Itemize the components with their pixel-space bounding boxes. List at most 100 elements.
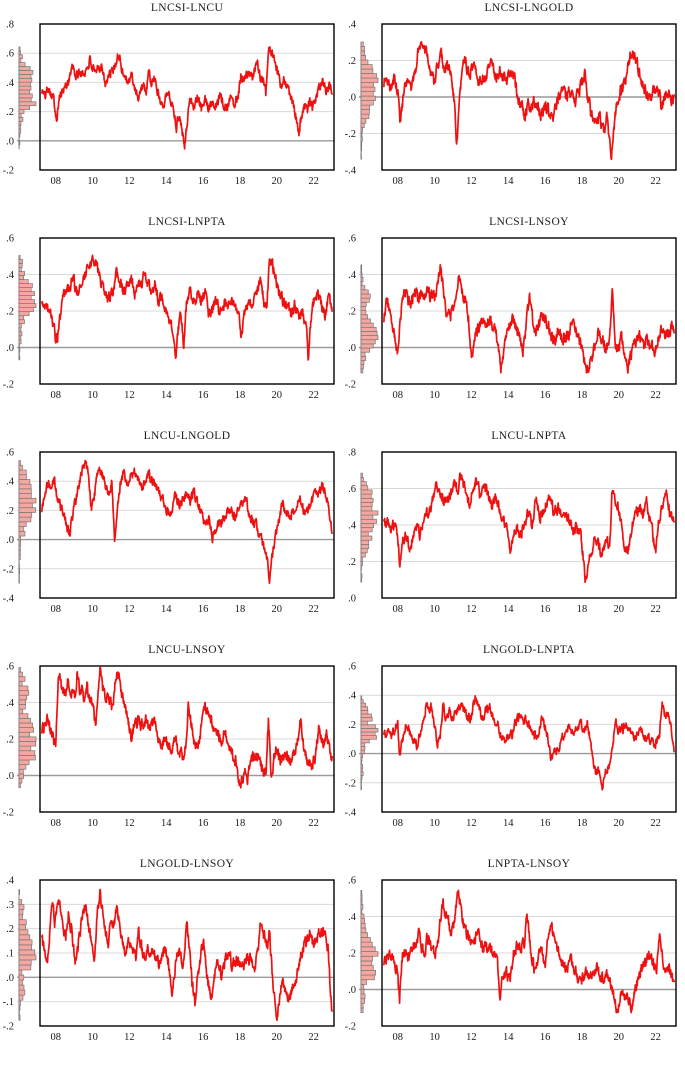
svg-text:20: 20 xyxy=(272,818,283,829)
svg-text:.4: .4 xyxy=(6,270,15,281)
chart-title: LNCU-LNGOLD xyxy=(143,430,231,442)
svg-text:12: 12 xyxy=(466,390,477,401)
chart-canvas: .6 .4 .2 .0 -.2 08 10 12 14 16 18 20 22 xyxy=(345,234,677,401)
svg-text:.0: .0 xyxy=(348,985,356,996)
x-axis-labels: 08 10 12 14 16 18 20 22 xyxy=(392,1032,660,1043)
svg-text:16: 16 xyxy=(540,818,551,829)
gridlines xyxy=(359,694,676,784)
svg-text:22: 22 xyxy=(650,1032,661,1043)
y-axis-labels: .6 .4 .2 .0 -.2 xyxy=(345,234,357,391)
svg-text:08: 08 xyxy=(392,176,403,187)
svg-text:10: 10 xyxy=(87,176,98,187)
side-histogram xyxy=(18,889,37,1021)
svg-text:12: 12 xyxy=(124,1032,135,1043)
x-axis-labels: 08 10 12 14 16 18 20 22 xyxy=(392,390,660,401)
svg-text:08: 08 xyxy=(392,390,403,401)
chart-title: LNGOLD-LNPTA xyxy=(482,644,576,656)
svg-text:18: 18 xyxy=(577,176,588,187)
svg-text:-.2: -.2 xyxy=(345,1022,356,1033)
y-axis-labels: .6 .4 .2 .0 -.2 xyxy=(3,234,15,391)
svg-text:22: 22 xyxy=(308,176,319,187)
svg-text:08: 08 xyxy=(392,604,403,615)
svg-text:08: 08 xyxy=(50,818,61,829)
series-line xyxy=(383,889,675,1014)
svg-text:08: 08 xyxy=(50,1032,61,1043)
svg-text:.6: .6 xyxy=(348,662,356,673)
svg-text:14: 14 xyxy=(161,176,172,187)
svg-text:14: 14 xyxy=(503,818,514,829)
plot-box xyxy=(39,237,335,385)
svg-text:-.4: -.4 xyxy=(345,166,357,177)
svg-text:-.1: -.1 xyxy=(3,997,14,1008)
svg-text:12: 12 xyxy=(466,1032,477,1043)
x-axis-labels: 08 10 12 14 16 18 20 22 xyxy=(50,1032,318,1043)
svg-text:.6: .6 xyxy=(6,49,14,60)
svg-text:14: 14 xyxy=(161,1032,172,1043)
y-axis-labels: .6 .4 .2 .0 -.2 -.4 xyxy=(3,448,15,605)
svg-text:20: 20 xyxy=(272,604,283,615)
svg-text:12: 12 xyxy=(466,818,477,829)
svg-text:22: 22 xyxy=(308,604,319,615)
svg-text:14: 14 xyxy=(161,818,172,829)
svg-text:.4: .4 xyxy=(348,691,357,702)
svg-text:.2: .2 xyxy=(348,557,356,568)
svg-text:.0: .0 xyxy=(348,93,356,104)
svg-text:08: 08 xyxy=(392,818,403,829)
chart-canvas: .8 .6 .4 .2 .0 08 10 12 14 16 18 20 22 xyxy=(348,448,677,615)
svg-text:.2: .2 xyxy=(348,949,356,960)
svg-text:-.2: -.2 xyxy=(345,778,356,789)
chart-title: LNCSI-LNCU xyxy=(150,2,224,14)
y-axis-labels: .6 .4 .2 .0 -.2 xyxy=(3,662,15,819)
gridlines xyxy=(359,60,676,134)
svg-text:.8: .8 xyxy=(348,448,356,459)
chart-canvas: .6 .4 .2 .0 -.2 08 10 12 14 16 18 20 22 xyxy=(3,662,335,829)
panel-lncu-lngold: LNCU-LNGOLD .6 .4 .2 .0 -.2 -.4 08 10 12 14 16 18 20… xyxy=(0,428,342,642)
svg-text:.4: .4 xyxy=(6,876,15,887)
y-axis-labels: .6 .4 .2 .0 -.2 -.4 xyxy=(345,662,357,819)
x-axis-labels: 08 10 12 14 16 18 20 22 xyxy=(392,604,660,615)
svg-text:12: 12 xyxy=(124,176,135,187)
svg-text:.2: .2 xyxy=(6,924,14,935)
svg-text:18: 18 xyxy=(577,390,588,401)
svg-text:20: 20 xyxy=(614,818,625,829)
svg-text:14: 14 xyxy=(503,176,514,187)
svg-text:18: 18 xyxy=(577,604,588,615)
svg-text:-.2: -.2 xyxy=(3,808,14,819)
svg-text:16: 16 xyxy=(540,176,551,187)
svg-text:18: 18 xyxy=(235,176,246,187)
gridlines xyxy=(17,52,334,113)
svg-text:16: 16 xyxy=(198,818,209,829)
svg-text:14: 14 xyxy=(503,1032,514,1043)
series-line xyxy=(41,666,333,789)
svg-text:18: 18 xyxy=(235,818,246,829)
svg-text:.1: .1 xyxy=(6,949,14,960)
svg-text:08: 08 xyxy=(50,604,61,615)
svg-text:14: 14 xyxy=(161,604,172,615)
chart-canvas: .6 .4 .2 .0 -.2 08 10 12 14 16 18 20 22 xyxy=(3,234,335,401)
svg-text:20: 20 xyxy=(614,176,625,187)
side-histogram xyxy=(18,255,37,361)
svg-text:.4: .4 xyxy=(6,477,15,488)
gridlines xyxy=(17,274,334,312)
chart-title: LNCU-LNPTA xyxy=(491,430,567,442)
svg-text:18: 18 xyxy=(577,1032,588,1043)
svg-text:14: 14 xyxy=(503,604,514,615)
side-histogram xyxy=(360,890,379,1014)
svg-text:-.4: -.4 xyxy=(3,594,15,605)
panel-lncsi-lncu: LNCSI-LNCU .8 .6 .4 .2 .0 -.2 08 10 12 14 16 18 20 22 xyxy=(0,0,342,214)
gridlines xyxy=(17,903,334,1003)
svg-text:.6: .6 xyxy=(6,234,14,245)
gridlines xyxy=(359,916,676,954)
svg-text:16: 16 xyxy=(540,604,551,615)
svg-text:10: 10 xyxy=(429,390,440,401)
svg-text:.6: .6 xyxy=(6,662,14,673)
chart-title: LNCU-LNSOY xyxy=(148,644,226,656)
svg-text:18: 18 xyxy=(235,1032,246,1043)
plot-box xyxy=(39,23,335,171)
chart-title: LNCSI-LNGOLD xyxy=(484,2,574,14)
svg-text:.4: .4 xyxy=(348,521,357,532)
svg-text:10: 10 xyxy=(87,818,98,829)
svg-text:08: 08 xyxy=(50,176,61,187)
svg-text:.2: .2 xyxy=(6,107,14,118)
